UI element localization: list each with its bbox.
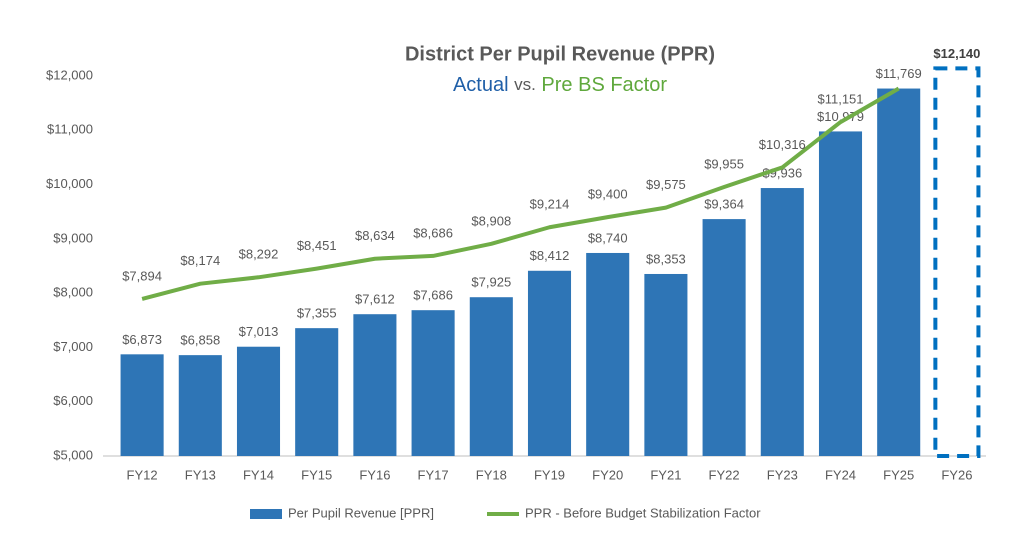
bar-value-label: $8,740 (588, 230, 628, 245)
line-value-label: $7,894 (122, 268, 162, 283)
bar (586, 252, 630, 456)
bar (236, 346, 281, 456)
bar-value-label: $10,979 (817, 109, 864, 124)
bar-value-label: $7,013 (239, 324, 279, 339)
x-tick-label: FY21 (650, 467, 681, 482)
bar-value-label: $11,769 (876, 66, 922, 81)
line-value-label: $8,174 (180, 253, 220, 268)
bar (818, 131, 863, 456)
bar (120, 354, 164, 456)
x-tick-label: FY18 (476, 467, 507, 482)
bar-value-label: $6,858 (180, 333, 220, 348)
bar (295, 328, 339, 456)
legend-label: PPR - Before Budget Stabilization Factor (525, 505, 761, 520)
line-value-label: $11,151 (817, 92, 863, 107)
x-tick-label: FY19 (534, 467, 565, 482)
bar (178, 355, 222, 456)
x-tick-label: FY13 (185, 467, 216, 482)
bar-value-label: $8,353 (646, 251, 686, 266)
bar-value-label: $7,925 (471, 275, 511, 290)
chart-subtitle: Actual vs. Pre BS Factor (453, 74, 667, 96)
bar-value-label: $9,364 (704, 197, 744, 212)
line-value-label: $9,575 (646, 177, 686, 192)
legend-swatch (250, 509, 282, 519)
bar-value-label: $7,686 (413, 288, 453, 303)
y-tick-label: $12,000 (46, 67, 93, 82)
x-tick-label: FY25 (883, 467, 914, 482)
y-tick-label: $8,000 (53, 285, 93, 300)
line-value-label: $8,451 (297, 238, 337, 253)
x-tick-label: FY16 (359, 467, 390, 482)
y-tick-label: $9,000 (53, 230, 93, 245)
line (141, 86, 900, 301)
bar (933, 66, 981, 459)
x-tick-label: FY15 (301, 467, 332, 482)
x-tick-label: FY12 (127, 467, 158, 482)
y-tick-label: $5,000 (53, 447, 93, 462)
bar (760, 188, 804, 456)
line-value-label: $8,908 (471, 213, 511, 228)
bar (527, 270, 572, 456)
x-tick-label: FY24 (825, 467, 856, 482)
bar-value-label: $12,140 (933, 46, 980, 61)
line-value-label: $9,214 (530, 197, 570, 212)
bar-value-label: $7,355 (297, 306, 337, 321)
line-value-label: $8,686 (413, 225, 453, 240)
line-value-label: $9,955 (704, 156, 744, 171)
bar-value-label: $8,412 (530, 248, 570, 263)
chart-title: District Per Pupil Revenue (PPR) (405, 43, 715, 65)
x-tick-label: FY14 (243, 467, 274, 482)
bar-value-label: $6,873 (122, 332, 162, 347)
line-value-label: $8,634 (355, 228, 395, 243)
x-tick-label: FY17 (418, 467, 449, 482)
line-value-label: $8,292 (239, 247, 279, 262)
subtitle-part: Actual (453, 74, 509, 96)
y-tick-label: $10,000 (46, 176, 93, 191)
subtitle-part: Pre BS Factor (541, 74, 667, 96)
x-tick-label: FY20 (592, 467, 623, 482)
bar-value-label: $7,612 (355, 292, 395, 307)
y-tick-label: $11,000 (47, 122, 93, 137)
bar (877, 88, 921, 456)
x-tick-label: FY26 (941, 467, 972, 482)
line-value-label: $10,316 (759, 137, 806, 152)
bar (353, 314, 397, 456)
legend-label: Per Pupil Revenue [PPR] (288, 505, 434, 520)
bar (411, 310, 455, 456)
x-tick-label: FY22 (709, 467, 740, 482)
x-tick-label: FY23 (767, 467, 798, 482)
bar (702, 219, 746, 456)
y-tick-label: $6,000 (53, 393, 93, 408)
line-value-label: $9,400 (588, 187, 628, 202)
bar (469, 297, 513, 456)
subtitle-part: vs. (514, 75, 536, 94)
bar (644, 273, 688, 456)
y-tick-label: $7,000 (53, 339, 93, 354)
